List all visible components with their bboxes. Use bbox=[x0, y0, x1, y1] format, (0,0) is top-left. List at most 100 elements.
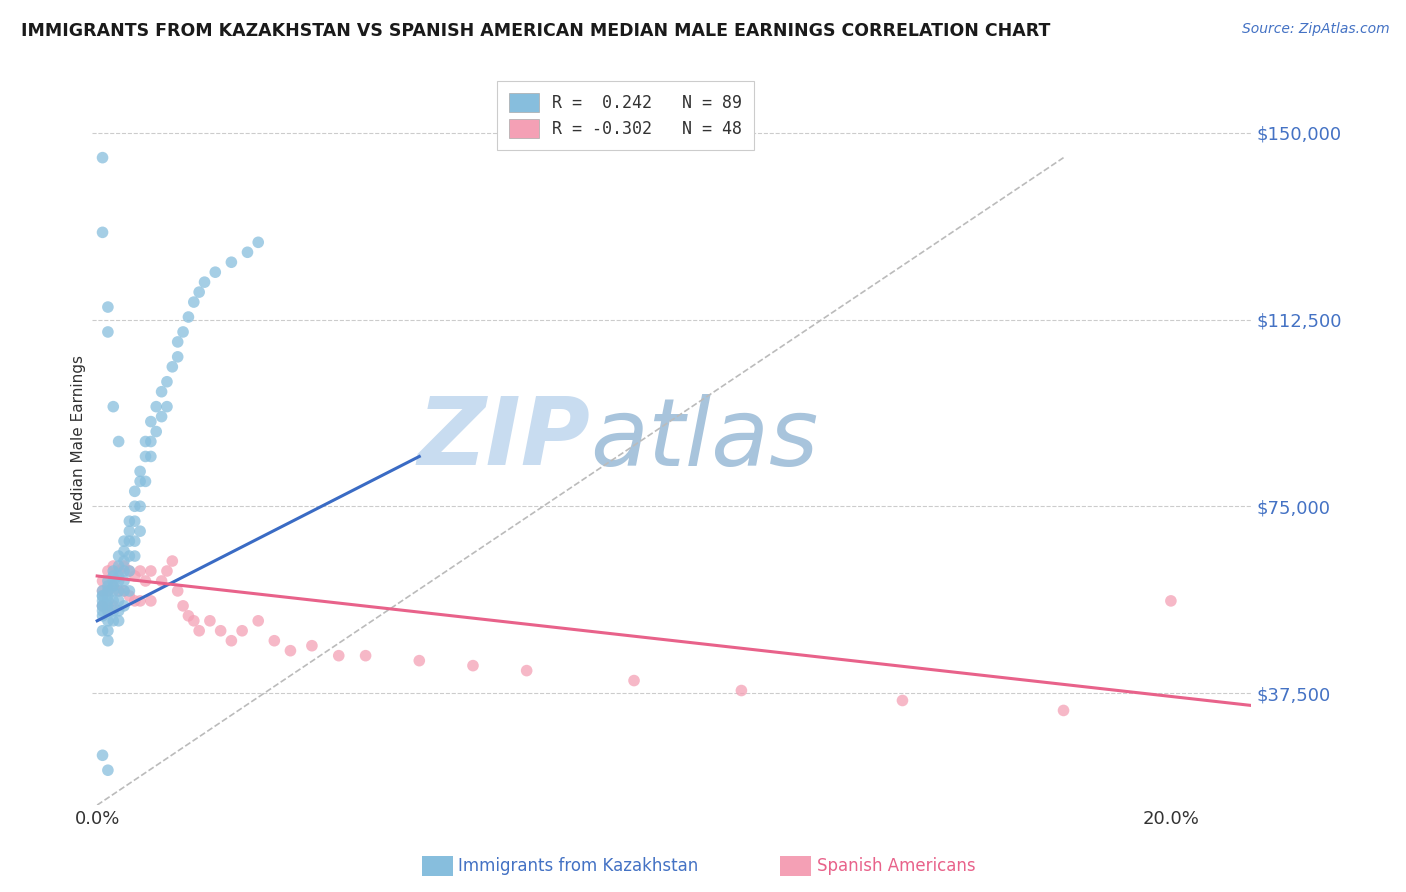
Point bbox=[97, 633, 120, 648]
Point bbox=[139, 594, 162, 608]
Point bbox=[118, 564, 141, 578]
Point bbox=[221, 255, 243, 269]
Point bbox=[103, 559, 125, 574]
Point bbox=[97, 325, 120, 339]
Point bbox=[91, 599, 114, 613]
Point bbox=[134, 475, 156, 489]
Point bbox=[91, 624, 114, 638]
Point bbox=[166, 334, 188, 349]
Point bbox=[1052, 703, 1074, 717]
Text: IMMIGRANTS FROM KAZAKHSTAN VS SPANISH AMERICAN MEDIAN MALE EARNINGS CORRELATION : IMMIGRANTS FROM KAZAKHSTAN VS SPANISH AM… bbox=[21, 22, 1050, 40]
Point bbox=[97, 300, 120, 314]
Point bbox=[97, 579, 120, 593]
Point bbox=[112, 583, 135, 598]
Point bbox=[124, 500, 146, 514]
Point bbox=[107, 434, 129, 449]
Point bbox=[91, 225, 114, 239]
Point bbox=[107, 559, 129, 574]
Point bbox=[166, 583, 188, 598]
Point bbox=[124, 514, 146, 528]
Legend: R =  0.242   N = 89, R = -0.302   N = 48: R = 0.242 N = 89, R = -0.302 N = 48 bbox=[496, 81, 754, 150]
Point bbox=[247, 235, 270, 250]
Point bbox=[107, 583, 129, 598]
Point bbox=[124, 549, 146, 563]
Point bbox=[91, 599, 114, 613]
Point bbox=[156, 375, 179, 389]
Point bbox=[118, 583, 141, 598]
Point bbox=[97, 583, 120, 598]
Point bbox=[97, 574, 120, 588]
Point bbox=[97, 564, 120, 578]
Point bbox=[91, 574, 114, 588]
Point bbox=[623, 673, 645, 688]
Point bbox=[156, 564, 179, 578]
Point bbox=[134, 434, 156, 449]
Point bbox=[103, 400, 125, 414]
Point bbox=[91, 604, 114, 618]
Point bbox=[118, 534, 141, 549]
Point bbox=[112, 574, 135, 588]
Point bbox=[129, 594, 152, 608]
Point bbox=[188, 285, 211, 299]
Point bbox=[263, 633, 285, 648]
Point bbox=[103, 569, 125, 583]
Point bbox=[97, 594, 120, 608]
Point bbox=[172, 599, 194, 613]
Point bbox=[112, 583, 135, 598]
Point bbox=[112, 599, 135, 613]
Point bbox=[107, 583, 129, 598]
Point bbox=[156, 400, 179, 414]
Point bbox=[107, 564, 129, 578]
Point bbox=[103, 579, 125, 593]
Point bbox=[107, 549, 129, 563]
Point bbox=[162, 554, 184, 568]
Point bbox=[97, 589, 120, 603]
Point bbox=[103, 579, 125, 593]
Point bbox=[91, 589, 114, 603]
Point bbox=[118, 524, 141, 538]
Point bbox=[129, 475, 152, 489]
Point bbox=[231, 624, 253, 638]
Point bbox=[107, 569, 129, 583]
Point bbox=[97, 604, 120, 618]
Point bbox=[328, 648, 350, 663]
Point bbox=[177, 608, 200, 623]
Point bbox=[188, 624, 211, 638]
Point bbox=[103, 604, 125, 618]
Point bbox=[118, 549, 141, 563]
Point bbox=[112, 544, 135, 558]
Point bbox=[91, 608, 114, 623]
Point bbox=[166, 350, 188, 364]
Point bbox=[124, 569, 146, 583]
Point bbox=[97, 614, 120, 628]
Point bbox=[91, 589, 114, 603]
Point bbox=[124, 534, 146, 549]
Point bbox=[103, 564, 125, 578]
Point bbox=[91, 748, 114, 763]
Text: Spanish Americans: Spanish Americans bbox=[817, 857, 976, 875]
Point bbox=[139, 450, 162, 464]
Point bbox=[183, 295, 205, 310]
Point bbox=[103, 574, 125, 588]
Point bbox=[112, 559, 135, 574]
Point bbox=[118, 589, 141, 603]
Point bbox=[221, 633, 243, 648]
Point bbox=[139, 564, 162, 578]
Point bbox=[118, 564, 141, 578]
Point bbox=[183, 614, 205, 628]
Point bbox=[112, 564, 135, 578]
Point bbox=[301, 639, 323, 653]
Point bbox=[134, 450, 156, 464]
Point bbox=[150, 384, 173, 399]
Point bbox=[107, 574, 129, 588]
Point bbox=[103, 583, 125, 598]
Point bbox=[162, 359, 184, 374]
Point bbox=[247, 614, 270, 628]
Point bbox=[891, 693, 914, 707]
Point bbox=[103, 594, 125, 608]
Point bbox=[107, 614, 129, 628]
Point bbox=[91, 583, 114, 598]
Point bbox=[354, 648, 377, 663]
Point bbox=[134, 574, 156, 588]
Point bbox=[516, 664, 538, 678]
